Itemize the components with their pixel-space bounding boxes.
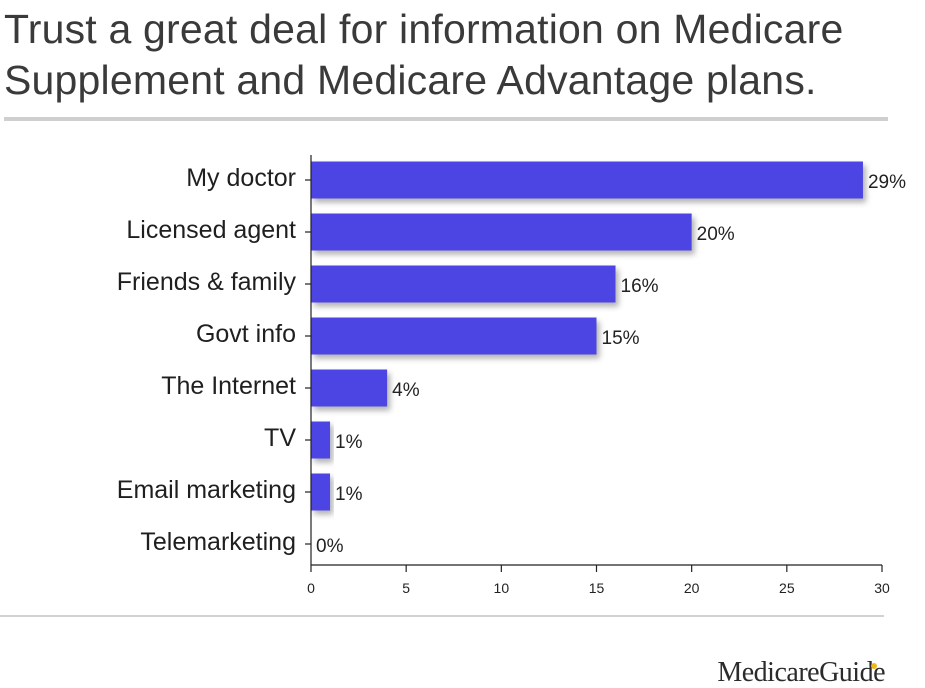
title-divider	[4, 117, 888, 121]
bar	[311, 369, 388, 407]
data-label: 1%	[335, 432, 363, 453]
axes-layer: 0 5 10 15 20 25 30	[305, 155, 890, 596]
data-label: 29%	[868, 172, 906, 193]
data-label: 0%	[316, 536, 344, 557]
bar-chart: 0 5 10 15 20 25 30 My doctor 29% Licensed agent 2…	[117, 155, 906, 596]
x-tick-label: 25	[779, 580, 795, 596]
bar	[311, 317, 597, 355]
x-tick-label: 0	[307, 580, 315, 596]
brand-logo: MedicareGuide	[717, 657, 885, 688]
data-label: 16%	[621, 276, 659, 297]
category-label: The Internet	[161, 372, 296, 400]
bars-layer	[311, 161, 863, 511]
data-label: 15%	[602, 328, 640, 349]
data-label: 4%	[392, 380, 420, 401]
bar	[311, 213, 692, 251]
category-label: Govt info	[196, 320, 296, 348]
category-label: My doctor	[186, 164, 296, 192]
bar	[311, 421, 331, 459]
category-label: Email marketing	[117, 476, 296, 504]
footer-divider	[0, 615, 884, 617]
data-label: 1%	[335, 484, 363, 505]
x-tick-label: 10	[494, 580, 510, 596]
x-tick-label: 15	[589, 580, 605, 596]
x-tick-label: 30	[874, 580, 890, 596]
brand-logo-dot	[871, 663, 877, 669]
bar	[311, 473, 331, 511]
bar	[311, 265, 616, 303]
labels-layer: My doctor 29% Licensed agent 20% Friends & f…	[117, 164, 906, 557]
chart-title: Trust a great deal for information on Me…	[4, 6, 844, 103]
x-tick-label: 20	[684, 580, 700, 596]
category-label: TV	[264, 424, 296, 452]
data-label: 20%	[697, 224, 735, 245]
bar	[311, 161, 863, 199]
category-label: Friends & family	[117, 268, 297, 296]
category-label: Licensed agent	[126, 216, 296, 244]
category-label: Telemarketing	[140, 528, 296, 556]
x-tick-label: 5	[402, 580, 410, 596]
